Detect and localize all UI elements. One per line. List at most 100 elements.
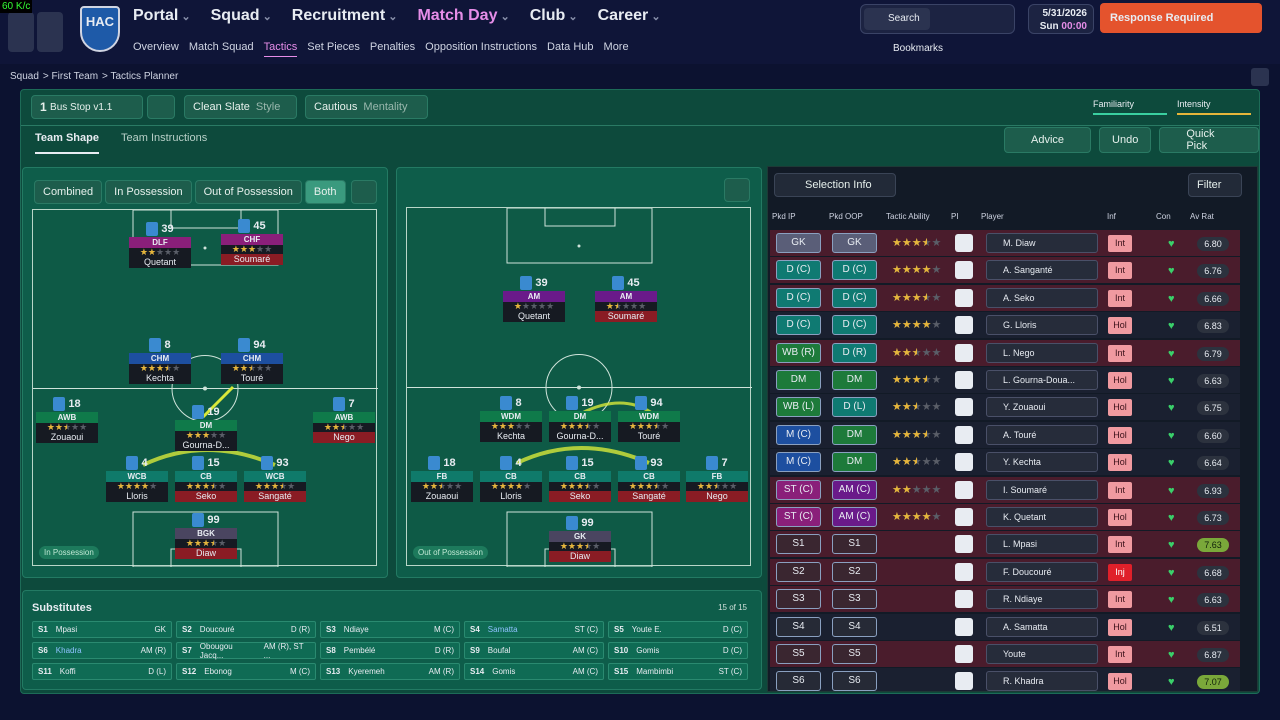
player-select[interactable]: A. Samatta: [986, 616, 1098, 637]
player-select[interactable]: F. Doucouré: [986, 561, 1098, 582]
player-select[interactable]: Y. Kechta: [986, 452, 1098, 473]
filter-button[interactable]: Combined: [34, 180, 103, 204]
substitute[interactable]: S5 Youte E. D (C): [608, 621, 748, 638]
player-select[interactable]: I. Soumaré: [986, 479, 1098, 500]
tab[interactable]: Team Shape: [35, 132, 99, 154]
player-select[interactable]: G. Lloris: [986, 315, 1098, 336]
submenu-item[interactable]: More: [603, 41, 629, 53]
pitch-option[interactable]: [351, 180, 377, 204]
player-select[interactable]: A. Touré: [986, 424, 1098, 445]
pi-button[interactable]: [955, 535, 973, 554]
filter-button[interactable]: Filter: [1188, 173, 1242, 197]
player-select[interactable]: R. Ndiaye: [986, 589, 1098, 610]
pi-button[interactable]: [955, 371, 973, 389]
menu-item[interactable]: Club: [530, 7, 578, 25]
player-select[interactable]: M. Diaw: [986, 233, 1098, 253]
player-row[interactable]: WB (L) D (L) Y. Zouaoui Hol ♥ 6.75: [770, 394, 1240, 421]
substitute[interactable]: S7 Obougou Jacq... AM (R), ST ...: [176, 642, 316, 660]
player-card[interactable]: 19 DM Gourna-D...: [549, 395, 611, 442]
back-button[interactable]: [8, 12, 34, 52]
submenu-item[interactable]: Match Squad: [188, 41, 254, 53]
player-row[interactable]: ST (C) AM (C) I. Soumaré Int ♥ 6.93: [770, 476, 1240, 503]
player-card[interactable]: 18 FB Zouaoui: [411, 455, 473, 502]
action-button[interactable]: Advice: [1004, 127, 1092, 153]
player-card[interactable]: 19 DM Gourna-D...: [175, 404, 237, 451]
pi-button[interactable]: [955, 398, 973, 417]
player-card[interactable]: 7 FB Nego: [686, 455, 748, 502]
player-card[interactable]: 99 BGK Diaw: [175, 512, 237, 559]
menu-item[interactable]: Career: [598, 7, 661, 25]
filter-button[interactable]: In Possession: [105, 180, 192, 204]
style-select[interactable]: Clean Slate Style: [184, 95, 297, 119]
player-select[interactable]: R. Khadra: [986, 671, 1098, 691]
breadcrumb-item[interactable]: Tactics Planner: [102, 71, 178, 82]
player-card[interactable]: 15 CB Seko: [549, 455, 611, 502]
menu-item[interactable]: Squad: [211, 7, 272, 25]
player-card[interactable]: 18 AWB Zouaoui: [36, 396, 98, 443]
action-button[interactable]: Quick Pick: [1159, 127, 1259, 153]
pitch-option[interactable]: [724, 178, 750, 202]
player-card[interactable]: 93 WCB Sangaté: [244, 455, 306, 502]
player-card[interactable]: 39 DLF Quetant: [129, 221, 191, 268]
pi-button[interactable]: [955, 672, 973, 691]
substitute[interactable]: S12 Ebonog M (C): [176, 663, 316, 680]
pi-button[interactable]: [955, 617, 973, 636]
pi-button[interactable]: [955, 343, 973, 362]
breadcrumb-item[interactable]: First Team: [43, 71, 99, 82]
pi-button[interactable]: [955, 453, 973, 472]
pi-button[interactable]: [955, 316, 973, 335]
player-select[interactable]: K. Quetant: [986, 507, 1098, 527]
forward-button[interactable]: [37, 12, 63, 52]
close-button[interactable]: [1251, 68, 1269, 86]
player-row[interactable]: S1 S1 L. Mpasi Int ♥ 7.63: [770, 531, 1240, 558]
menu-item[interactable]: Portal: [133, 7, 191, 25]
player-row[interactable]: DM DM L. Gourna-Doua... Hol ♥ 6.63: [770, 367, 1240, 393]
player-row[interactable]: S2 S2 F. Doucouré Inj ♥ 6.68: [770, 558, 1240, 585]
submenu-item[interactable]: Opposition Instructions: [425, 41, 538, 53]
pi-button[interactable]: [955, 562, 973, 581]
pi-button[interactable]: [955, 425, 973, 444]
bookmarks[interactable]: Bookmarks: [893, 43, 944, 54]
player-card[interactable]: 45 CHF Soumaré: [221, 218, 283, 265]
player-select[interactable]: L. Nego: [986, 342, 1098, 363]
player-row[interactable]: GK GK M. Diaw Int ♥ 6.80: [770, 230, 1240, 256]
player-card[interactable]: 39 AM Quetant: [503, 275, 565, 322]
player-card[interactable]: 45 AM Soumaré: [595, 275, 657, 322]
player-card[interactable]: 94 WDM Touré: [618, 395, 680, 442]
pi-button[interactable]: [955, 234, 973, 252]
submenu-item[interactable]: Tactics: [263, 41, 298, 57]
submenu-item[interactable]: Set Pieces: [307, 41, 360, 53]
substitute[interactable]: S11 Koffi D (L): [32, 663, 172, 680]
player-row[interactable]: WB (R) D (R) L. Nego Int ♥ 6.79: [770, 339, 1240, 366]
player-row[interactable]: M (C) DM Y. Kechta Hol ♥ 6.64: [770, 449, 1240, 476]
substitute[interactable]: S9 Boufal AM (C): [464, 642, 604, 659]
player-select[interactable]: Youte: [986, 644, 1098, 664]
player-row[interactable]: S6 S6 R. Khadra Hol ♥ 7.07: [770, 668, 1240, 691]
selection-info[interactable]: Selection Info: [774, 173, 896, 197]
substitute[interactable]: S4 Samatta ST (C): [464, 621, 604, 638]
player-card[interactable]: 7 AWB Nego: [313, 396, 375, 443]
menu-item[interactable]: Match Day: [417, 7, 509, 25]
add-tactic[interactable]: [147, 95, 175, 119]
player-card[interactable]: 8 WDM Kechta: [480, 395, 542, 442]
action-button[interactable]: Undo: [1099, 127, 1152, 153]
player-row[interactable]: D (C) D (C) A. Seko Int ♥ 6.66: [770, 284, 1240, 311]
player-select[interactable]: A. Seko: [986, 287, 1098, 308]
substitute[interactable]: S1 Mpasi GK: [32, 621, 172, 638]
player-select[interactable]: Y. Zouaoui: [986, 397, 1098, 418]
breadcrumb-item[interactable]: Squad: [10, 71, 39, 82]
player-select[interactable]: L. Mpasi: [986, 534, 1098, 555]
player-row[interactable]: ST (C) AM (C) K. Quetant Hol ♥ 6.73: [770, 504, 1240, 530]
mentality-select[interactable]: Cautious Mentality: [305, 95, 428, 119]
player-card[interactable]: 4 CB Lloris: [480, 455, 542, 502]
filter-button[interactable]: Both: [304, 180, 346, 204]
player-row[interactable]: D (C) D (C) A. Sanganté Int ♥ 6.76: [770, 257, 1240, 284]
tactic-select[interactable]: 1 Bus Stop v1.1: [31, 95, 143, 119]
player-row[interactable]: S3 S3 R. Ndiaye Int ♥ 6.63: [770, 586, 1240, 613]
player-card[interactable]: 93 CB Sangaté: [618, 455, 680, 502]
player-card[interactable]: 4 WCB Lloris: [106, 455, 168, 502]
substitute[interactable]: S15 Mambimbi ST (C): [608, 663, 748, 680]
substitute[interactable]: S10 Gomis D (C): [608, 642, 748, 659]
player-card[interactable]: 15 CB Seko: [175, 455, 237, 502]
filter-button[interactable]: Out of Possession: [194, 180, 302, 204]
